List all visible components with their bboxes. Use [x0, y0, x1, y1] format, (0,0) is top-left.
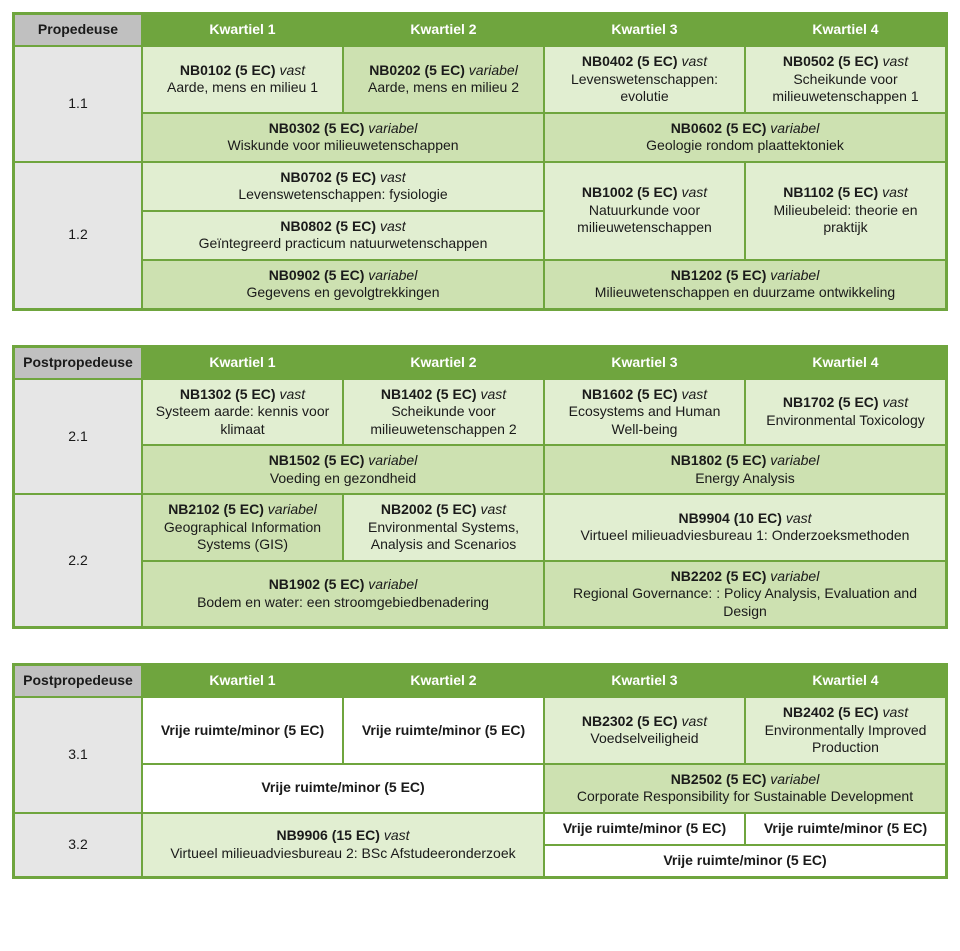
- course-nb1202: NB1202 (5 EC) variabel Milieuwetenschapp…: [544, 260, 946, 309]
- free-slot-32-q3: Vrije ruimte/minor (5 EC): [544, 813, 745, 845]
- course-nb0302: NB0302 (5 EC) variabel Wiskunde voor mil…: [142, 113, 544, 162]
- course-nb0102: NB0102 (5 EC) vast Aarde, mens en milieu…: [142, 46, 343, 113]
- header-q1-3: Kwartiel 1: [142, 665, 343, 697]
- free-slot-31-q2: Vrije ruimte/minor (5 EC): [343, 697, 544, 764]
- course-nb2302: NB2302 (5 EC) vast Voedselveiligheid: [544, 697, 745, 764]
- course-nb1302: NB1302 (5 EC) vast Systeem aarde: kennis…: [142, 379, 343, 446]
- free-slot-32-bottom: Vrije ruimte/minor (5 EC): [544, 845, 946, 877]
- course-nb2102: NB2102 (5 EC) variabel Geographical Info…: [142, 494, 343, 561]
- course-nb1102: NB1102 (5 EC) vast Milieubeleid: theorie…: [745, 162, 946, 260]
- header-q4-2: Kwartiel 4: [745, 347, 946, 379]
- course-nb1902: NB1902 (5 EC) variabel Bodem en water: e…: [142, 561, 544, 628]
- header-propedeuse: Propedeuse: [14, 14, 142, 46]
- header-q4-3: Kwartiel 4: [745, 665, 946, 697]
- header-q3-3: Kwartiel 3: [544, 665, 745, 697]
- course-nb1002: NB1002 (5 EC) vast Natuurkunde voor mili…: [544, 162, 745, 260]
- course-nb0702: NB0702 (5 EC) vast Levenswetenschappen: …: [142, 162, 544, 211]
- course-nb2502: NB2502 (5 EC) variabel Corporate Respons…: [544, 764, 946, 813]
- header-postpropedeuse-3: Postpropedeuse: [14, 665, 142, 697]
- header-q3: Kwartiel 3: [544, 14, 745, 46]
- course-nb9906: NB9906 (15 EC) vast Virtueel milieuadvie…: [142, 813, 544, 877]
- header-q2-2: Kwartiel 2: [343, 347, 544, 379]
- course-nb2002: NB2002 (5 EC) vast Environmental Systems…: [343, 494, 544, 561]
- header-q2-3: Kwartiel 2: [343, 665, 544, 697]
- header-q1: Kwartiel 1: [142, 14, 343, 46]
- row-label-1-1: 1.1: [14, 46, 142, 162]
- free-slot-31-q1: Vrije ruimte/minor (5 EC): [142, 697, 343, 764]
- year-1-table: Propedeuse Kwartiel 1 Kwartiel 2 Kwartie…: [12, 12, 948, 311]
- course-nb1602: NB1602 (5 EC) vast Ecosystems and Human …: [544, 379, 745, 446]
- year-2-table: Postpropedeuse Kwartiel 1 Kwartiel 2 Kwa…: [12, 345, 948, 630]
- row-label-2-2: 2.2: [14, 494, 142, 627]
- course-nb9904: NB9904 (10 EC) vast Virtueel milieuadvie…: [544, 494, 946, 561]
- header-q1-2: Kwartiel 1: [142, 347, 343, 379]
- course-nb2202: NB2202 (5 EC) variabel Regional Governan…: [544, 561, 946, 628]
- course-nb0802: NB0802 (5 EC) vast Geïntegreerd practicu…: [142, 211, 544, 260]
- row-label-1-2: 1.2: [14, 162, 142, 309]
- course-nb1402: NB1402 (5 EC) vast Scheikunde voor milie…: [343, 379, 544, 446]
- course-nb0402: NB0402 (5 EC) vast Levenswetenschappen: …: [544, 46, 745, 113]
- course-nb0502: NB0502 (5 EC) vast Scheikunde voor milie…: [745, 46, 946, 113]
- course-nb2402: NB2402 (5 EC) vast Environmentally Impro…: [745, 697, 946, 764]
- course-nb0202: NB0202 (5 EC) variabel Aarde, mens en mi…: [343, 46, 544, 113]
- course-nb1502: NB1502 (5 EC) variabel Voeding en gezond…: [142, 445, 544, 494]
- header-q3-2: Kwartiel 3: [544, 347, 745, 379]
- year-3-table: Postpropedeuse Kwartiel 1 Kwartiel 2 Kwa…: [12, 663, 948, 879]
- row-label-3-1: 3.1: [14, 697, 142, 813]
- course-nb1702: NB1702 (5 EC) vast Environmental Toxicol…: [745, 379, 946, 446]
- course-nb1802: NB1802 (5 EC) variabel Energy Analysis: [544, 445, 946, 494]
- course-nb0602: NB0602 (5 EC) variabel Geologie rondom p…: [544, 113, 946, 162]
- course-nb0902: NB0902 (5 EC) variabel Gegevens en gevol…: [142, 260, 544, 309]
- free-slot-32-q4: Vrije ruimte/minor (5 EC): [745, 813, 946, 845]
- header-q2: Kwartiel 2: [343, 14, 544, 46]
- row-label-3-2: 3.2: [14, 813, 142, 877]
- header-q4: Kwartiel 4: [745, 14, 946, 46]
- header-postpropedeuse-2: Postpropedeuse: [14, 347, 142, 379]
- free-slot-31-bottom: Vrije ruimte/minor (5 EC): [142, 764, 544, 813]
- row-label-2-1: 2.1: [14, 379, 142, 495]
